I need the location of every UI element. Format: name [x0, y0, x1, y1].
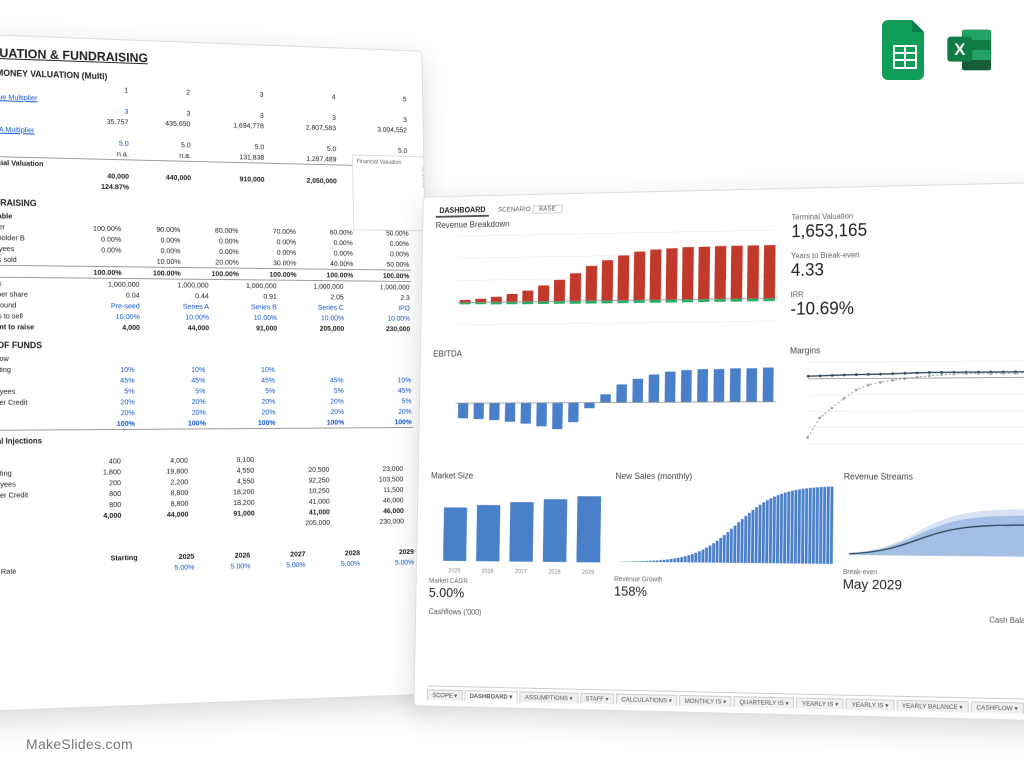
svg-text:2025: 2025 — [448, 568, 461, 574]
svg-text:2028: 2028 — [548, 569, 560, 575]
margins-chart — [789, 356, 1024, 464]
breakeven-years-value: 4.33 — [791, 256, 1024, 281]
sheet-tab[interactable]: CALCULATIONS ▾ — [616, 694, 678, 706]
kpi-panel: Terminal Valuation1,653,165 Years to Bre… — [790, 208, 1024, 338]
break-even-value: May 2029 — [843, 576, 1024, 594]
use-of-funds-heading: USE OF FUNDS — [0, 340, 412, 351]
financial-valuation-mini-chart: Financial Valuation 2,500,000 2,000,000 … — [352, 154, 433, 231]
use-of-funds-table: CashflowMarketing10%10%10%Legal45%45%45%… — [0, 353, 414, 431]
margins-title: Margins — [790, 344, 1024, 356]
dashboard-sheet: DASHBOARD SCENARIO BASE Revenue Breakdow… — [413, 182, 1024, 722]
market-size-title: Market Size — [431, 470, 607, 480]
sheet-tab[interactable]: YEARLY BALANCE ▾ — [896, 700, 968, 713]
years-table: Starting20252026202720282029 Raise Rate5… — [0, 546, 416, 577]
shares-table: Shares1,000,0001,000,0001,000,0001,000,0… — [0, 277, 412, 334]
margins-panel: Margins — [789, 344, 1024, 466]
sheet-tab[interactable]: QUARTERLY IS ▾ — [734, 696, 795, 708]
svg-text:2026: 2026 — [481, 568, 493, 574]
sheet-tab[interactable]: YEARLY IS ▾ — [796, 698, 844, 710]
sheet-tab[interactable]: SCOPE ▾ — [427, 689, 463, 700]
market-cagr-value: 5.00% — [429, 585, 605, 603]
sheet-tab[interactable]: STAFF ▾ — [580, 693, 614, 704]
svg-text:2029: 2029 — [582, 570, 594, 576]
ebitda-chart — [431, 358, 776, 460]
brand-watermark: MakeSlides.com — [26, 736, 133, 752]
valuation-sheet: Financial Valuation 2,500,000 2,000,000 … — [0, 33, 433, 713]
cashflows-label: Cashflows ('000) — [428, 607, 481, 616]
sheet-tabs: SCOPE ▾DASHBOARD ▾ASSUMPTIONS ▾STAFF ▾CA… — [427, 685, 1024, 714]
revenue-breakdown-chart — [433, 225, 778, 340]
dashboard-title: DASHBOARD — [436, 204, 489, 217]
excel-icon: X — [944, 20, 994, 80]
app-icons: X — [880, 20, 994, 80]
revenue-breakdown-panel: Revenue Breakdown — [433, 213, 778, 341]
revenue-streams-chart — [843, 483, 1024, 567]
capital-injections-table: InflowLegal4004,0009,100Marketing1,80019… — [0, 442, 415, 534]
sheet-tab[interactable]: DASHBOARD ▾ — [464, 690, 518, 702]
svg-text:X: X — [954, 40, 965, 59]
market-size-chart: 2025 2026 2027 2028 2029 — [429, 482, 606, 576]
new-sales-chart — [614, 482, 834, 575]
sheet-tab[interactable]: YEARLY IS ▾ — [846, 699, 894, 711]
revenue-streams-panel: Revenue Streams Break-evenMay 2029 — [843, 471, 1024, 608]
revenue-streams-title: Revenue Streams — [844, 471, 1024, 481]
terminal-valuation-value: 1,653,165 — [791, 217, 1024, 242]
ebitda-title: EBITDA — [433, 346, 777, 359]
canvas: X Financial Valuation 2,500,000 2,000,00… — [0, 0, 1024, 768]
cash-balance-label: Cash Balance — [989, 616, 1024, 626]
new-sales-panel: New Sales (monthly) Revenue Growth158% — [614, 471, 834, 606]
sheet-tab[interactable]: ASSUMPTIONS ▾ — [519, 691, 578, 703]
irr-value: -10.69% — [790, 296, 1024, 320]
market-size-panel: Market Size 20252026202720282029 Market … — [429, 470, 607, 602]
sheet-tab[interactable]: CASHFLOW ▾ — [970, 701, 1023, 713]
google-sheets-icon — [880, 20, 930, 80]
new-sales-title: New Sales (monthly) — [616, 471, 835, 481]
sheet-tab[interactable]: MONTHLY IS ▾ — [679, 695, 732, 707]
revenue-growth-value: 158% — [614, 583, 833, 601]
ebitda-panel: EBITDA — [431, 346, 777, 465]
cap-table-rows: Founder100.00%90.00%80.00%70.00%60.00%50… — [0, 221, 411, 282]
svg-text:2027: 2027 — [515, 569, 527, 575]
scenario-dropdown[interactable]: BASE — [533, 205, 563, 214]
scenario-label: SCENARIO — [498, 206, 531, 213]
premoney-table: 12345 Revenue Multiplier 33333 35,757435… — [0, 80, 410, 198]
break-even-label: Break-even — [843, 569, 877, 576]
